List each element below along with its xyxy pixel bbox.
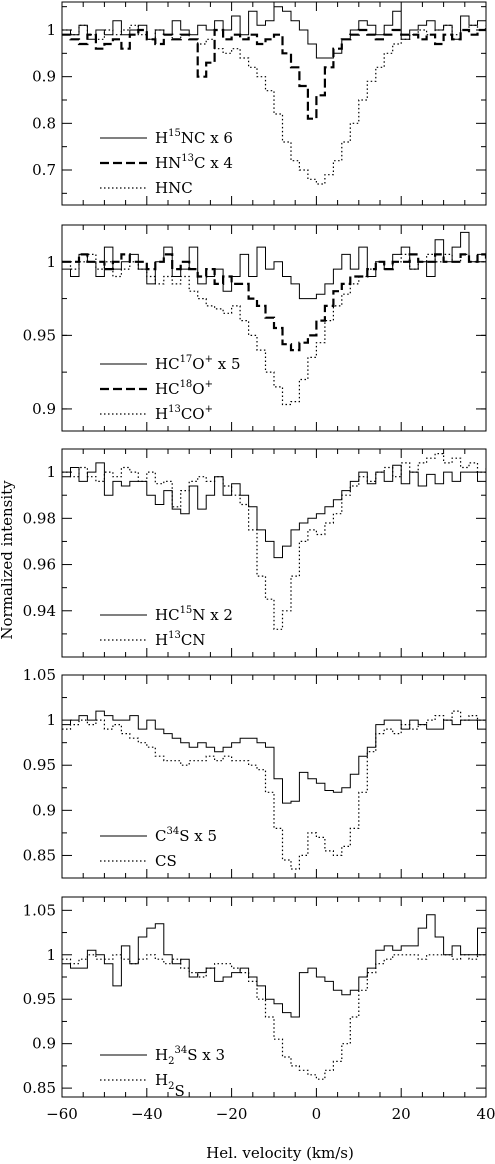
y-tick-label: 0.9 bbox=[32, 1035, 56, 1053]
series-4-1 bbox=[62, 710, 486, 804]
series-1-2 bbox=[62, 25, 486, 120]
legend-label: CS bbox=[155, 852, 177, 870]
x-tick-label: 0 bbox=[312, 1105, 322, 1123]
y-tick-label: 1 bbox=[46, 463, 56, 481]
x-tick-label: −60 bbox=[46, 1105, 78, 1123]
y-tick-label: 1 bbox=[46, 946, 56, 964]
x-axis-title: Hel. velocity (km/s) bbox=[206, 1144, 354, 1162]
panel-frame bbox=[61, 896, 487, 1098]
series-2-3 bbox=[62, 253, 486, 406]
y-tick-label: 0.9 bbox=[32, 801, 56, 819]
legend-label: H15NC x 6 bbox=[155, 128, 233, 147]
legend-label: C34S x 5 bbox=[155, 826, 217, 845]
y-tick-label: 0.9 bbox=[32, 68, 56, 86]
y-tick-label: 1 bbox=[46, 711, 56, 729]
y-tick-label: 0.96 bbox=[23, 556, 56, 574]
legend-label: HC18O+ bbox=[155, 379, 213, 398]
series-2-1 bbox=[62, 231, 486, 300]
legend-label: HNC bbox=[155, 179, 193, 197]
legend-label: H234S x 3 bbox=[155, 1045, 225, 1067]
series-1-1 bbox=[62, 6, 486, 59]
y-tick-label: 0.85 bbox=[23, 1079, 56, 1097]
y-tick-label: 0.9 bbox=[32, 400, 56, 418]
series-2-2 bbox=[62, 253, 486, 352]
legend-label: HC15N x 2 bbox=[155, 605, 233, 624]
y-tick-label: 0.95 bbox=[23, 326, 56, 344]
y-tick-label: 0.95 bbox=[23, 990, 56, 1008]
panel-1: 0.7 0.8 0.9 1 H15NC x 6 HN13C x 4 HNC bbox=[32, 1, 487, 206]
series-3-1 bbox=[62, 462, 486, 559]
series-5-2 bbox=[62, 954, 486, 1080]
y-tick-label: 0.85 bbox=[23, 846, 56, 864]
x-tick-label: 40 bbox=[476, 1105, 495, 1123]
legend-label: HC17O+ x 5 bbox=[155, 354, 241, 373]
y-tick-label: 1 bbox=[46, 21, 56, 39]
y-tick-label: 0.98 bbox=[23, 509, 56, 527]
legend-label: H13CO+ bbox=[155, 404, 213, 423]
series-3-2 bbox=[62, 453, 486, 630]
y-tick-label: 0.8 bbox=[32, 114, 56, 132]
y-axis-title: Normalized intensity bbox=[0, 480, 16, 640]
y-tick-label: 0.94 bbox=[23, 602, 56, 620]
y-tick-label: 1.05 bbox=[23, 666, 56, 684]
panel-5: 0.85 0.9 0.95 1 1.05 H234S x 3 H2S bbox=[23, 896, 487, 1100]
x-tick-label: −40 bbox=[131, 1105, 163, 1123]
y-tick-label: 1 bbox=[46, 253, 56, 271]
legend-label: HN13C x 4 bbox=[155, 153, 233, 172]
y-tick-label: 1.05 bbox=[23, 901, 56, 919]
panel-2: 0.9 0.95 1 HC17O+ x 5 HC18O+ H13CO+ bbox=[23, 224, 487, 432]
panel-4: 0.85 0.9 0.95 1 1.05 C34S x 5 CS bbox=[23, 666, 487, 879]
series-5-1 bbox=[62, 914, 486, 1018]
legend-label: H13CN bbox=[155, 630, 205, 649]
series-4-2 bbox=[62, 710, 486, 870]
series-1-3 bbox=[62, 24, 486, 185]
x-tick-label: −20 bbox=[216, 1105, 248, 1123]
y-tick-label: 0.95 bbox=[23, 756, 56, 774]
x-tick-label: 20 bbox=[392, 1105, 411, 1123]
legend-label: H2S bbox=[155, 1071, 185, 1100]
panel-3: 0.94 0.96 0.98 1 HC15N x 2 H13CN bbox=[23, 448, 487, 658]
y-tick-label: 0.7 bbox=[32, 161, 56, 179]
